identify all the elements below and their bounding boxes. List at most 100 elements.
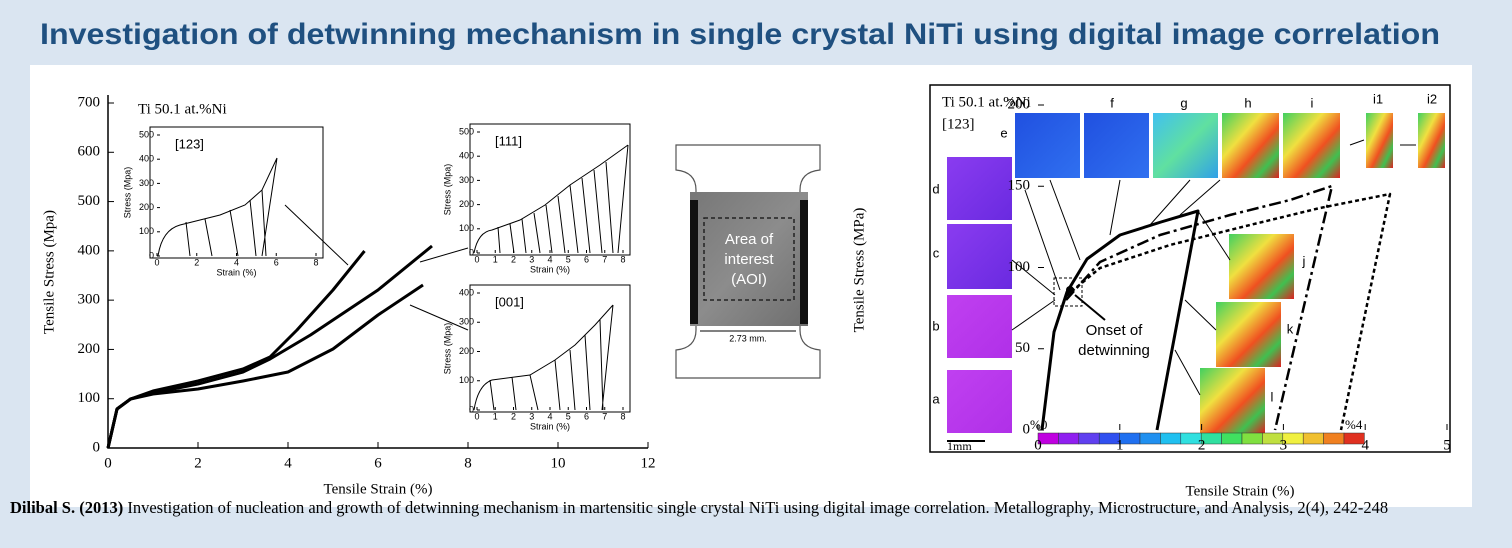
citation-authors: Dilibal S. (2013) (10, 498, 124, 517)
specimen: Area of interest (AOI) 2.73 mm. (675, 144, 821, 379)
x-tick-label: 10 (551, 455, 566, 471)
grip-edge (800, 200, 808, 324)
x-tick-label: 4 (1361, 437, 1369, 453)
inset-x-label: Strain (%) (530, 421, 570, 431)
inset-label: [001] (495, 294, 524, 309)
x-tick-label: 6 (274, 257, 279, 267)
x-tick-label: 1 (493, 411, 498, 421)
y-tick-label: 100 (459, 223, 474, 233)
curve-solid (1040, 209, 1200, 431)
right-chart: Ti 50.1 at.%Ni [123] Tensile Strain (%) T… (851, 84, 1451, 499)
y-tick-label: 400 (78, 242, 101, 258)
colorbar-cell (1139, 432, 1161, 445)
leader (409, 304, 469, 331)
colorbar-cell (1078, 432, 1100, 445)
x-tick-label: 8 (464, 455, 472, 471)
x-tick-label: 1 (1116, 437, 1124, 453)
y-tick-label: 100 (459, 375, 474, 385)
y-axis-label: Tensile Stress (MPa) (851, 208, 867, 333)
grip-edge (690, 200, 698, 324)
inset-label: [123] (175, 136, 204, 151)
panel-label: k (1287, 321, 1294, 336)
panel-label: g (1180, 95, 1187, 110)
y-tick-label: 0 (93, 439, 101, 455)
y-tick-label: 300 (459, 175, 474, 185)
annotation: Ti 50.1 at.%Ni (138, 101, 227, 117)
map-e (1015, 113, 1080, 178)
dic-maps (947, 113, 1445, 433)
x-tick-label: 5 (566, 411, 571, 421)
onset-arrow (1074, 294, 1106, 321)
y-tick-label: 50 (1015, 340, 1030, 356)
x-tick-label: 4 (547, 254, 552, 264)
y-tick-label: 400 (459, 287, 474, 297)
annotation-line: Ti 50.1 at.%Ni (942, 94, 1031, 110)
callout: Onset of detwinning (1078, 322, 1150, 359)
aoi-box (703, 217, 795, 301)
x-tick-label: 6 (584, 411, 589, 421)
y-tick-label: 200 (459, 199, 474, 209)
x-tick-label: 2 (511, 254, 516, 264)
map-b (947, 295, 1012, 358)
x-tick-label: 0 (154, 257, 159, 267)
x-tick-label: 3 (529, 254, 534, 264)
y-tick-label: 300 (459, 317, 474, 327)
y-tick-label: 0 (1023, 421, 1031, 437)
callout-line: detwinning (1078, 342, 1150, 359)
y-tick-label: 150 (1008, 178, 1031, 194)
y-tick-label: 0 (149, 250, 154, 260)
y-tick-label: 0 (469, 404, 474, 414)
y-tick-label: 200 (1008, 96, 1031, 112)
map-h (1222, 113, 1279, 178)
panel-label: f (1110, 95, 1114, 110)
panel-label: i1 (1373, 91, 1383, 106)
aoi-label: Area of interest (AOI) (724, 231, 774, 288)
inset-x-label: Strain (%) (216, 267, 256, 277)
inset-curve (473, 304, 614, 411)
x-tick-label: 7 (602, 411, 607, 421)
x-tick-label: 2 (194, 257, 199, 267)
y-tick-label: 300 (139, 178, 154, 188)
callout-line: Onset of (1086, 322, 1144, 339)
inset-frame (469, 284, 631, 413)
frame (929, 84, 1451, 453)
x-tick-label: 5 (566, 254, 571, 264)
map-f (1084, 113, 1149, 178)
y-tick-label: 200 (78, 341, 101, 357)
colorbar-cell (1323, 432, 1345, 445)
panel-label: i (1311, 95, 1314, 110)
panel-label: d (932, 181, 939, 196)
inset-y-label: Stress (Mpa) (442, 323, 452, 375)
onset-point (1066, 286, 1074, 294)
x-tick-label: 0 (104, 455, 112, 471)
y-tick-label: 100 (139, 226, 154, 236)
x-tick-label: 8 (313, 257, 318, 267)
x-tick-label: 12 (641, 455, 656, 471)
leader (419, 247, 469, 263)
inset-frame (149, 126, 324, 259)
map-d (947, 157, 1012, 220)
colorbar-cell (1302, 432, 1324, 445)
x-tick-label: 3 (1280, 437, 1288, 453)
x-axis-label: Tensile Strain (%) (324, 481, 433, 497)
x-tick-label: 6 (374, 455, 382, 471)
colorbar-cell (1221, 432, 1243, 445)
x-axis-label: Tensile Strain (%) (1186, 483, 1295, 499)
panel-label: c (933, 245, 940, 260)
curve-001 (106, 283, 424, 449)
slide-title: Investigation of detwinning mechanism in… (40, 18, 1440, 51)
curve-dotted (1065, 192, 1392, 431)
y-tick-label: 200 (139, 202, 154, 212)
colorbar: %0 %4 (1030, 417, 1365, 445)
x-tick-label: 1 (493, 254, 498, 264)
map-g (1153, 113, 1218, 178)
map-i (1283, 113, 1340, 178)
colorbar-label: %4 (1345, 417, 1363, 432)
panel-label: l (1271, 389, 1274, 404)
colorbar-cell (1058, 432, 1080, 445)
panel-label: h (1244, 95, 1251, 110)
map-i1 (1366, 113, 1393, 168)
aoi-label-line: interest (724, 251, 774, 268)
colorbar-cell (1343, 432, 1365, 445)
